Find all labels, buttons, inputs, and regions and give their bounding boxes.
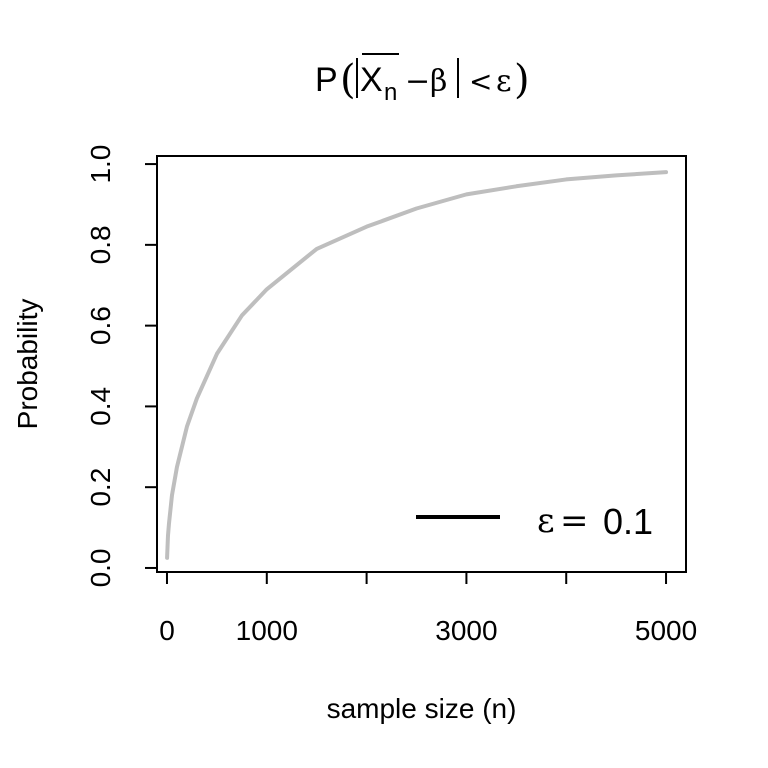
- title-open-paren: (: [340, 57, 356, 103]
- title-minus-text: −: [405, 64, 430, 99]
- y-tick-label: 1.0: [85, 145, 116, 184]
- series-line: [165, 170, 669, 560]
- title-subscript-n: n: [384, 79, 397, 106]
- legend: ε = 0.1: [416, 501, 653, 542]
- x-axis-label: sample size (n): [327, 693, 517, 724]
- y-axis-label: Probability: [12, 299, 43, 430]
- title-x-text: X: [360, 61, 383, 99]
- chart-title: P ( X n − β < ε ): [315, 53, 530, 106]
- y-axis: 0.0 0.2 0.4 0.6 0.8 1.0: [85, 145, 158, 587]
- x-axis: 0 1000 3000 5000: [159, 571, 697, 646]
- y-tick-label: 0.8: [85, 225, 116, 264]
- title-less-than-text: <: [469, 65, 492, 98]
- x-tick-label: 3000: [435, 615, 497, 646]
- y-tick-label: 0.0: [85, 548, 116, 587]
- title-close-paren: ): [514, 57, 530, 103]
- legend-value-text: 0.1: [603, 501, 653, 542]
- y-tick-label: 0.6: [85, 306, 116, 345]
- y-tick-label: 0.4: [85, 387, 116, 426]
- title-p-text: P: [315, 61, 338, 99]
- legend-equals-text: =: [560, 501, 589, 541]
- x-tick-label: 1000: [236, 615, 298, 646]
- y-tick-label: 0.2: [85, 468, 116, 507]
- x-tick-label: 5000: [635, 615, 697, 646]
- legend-epsilon-text: ε: [537, 501, 555, 541]
- title-beta-text: β: [430, 64, 447, 99]
- x-tick-label: 0: [159, 615, 175, 646]
- title-epsilon-text: ε: [496, 64, 512, 99]
- series-layer: [165, 170, 669, 560]
